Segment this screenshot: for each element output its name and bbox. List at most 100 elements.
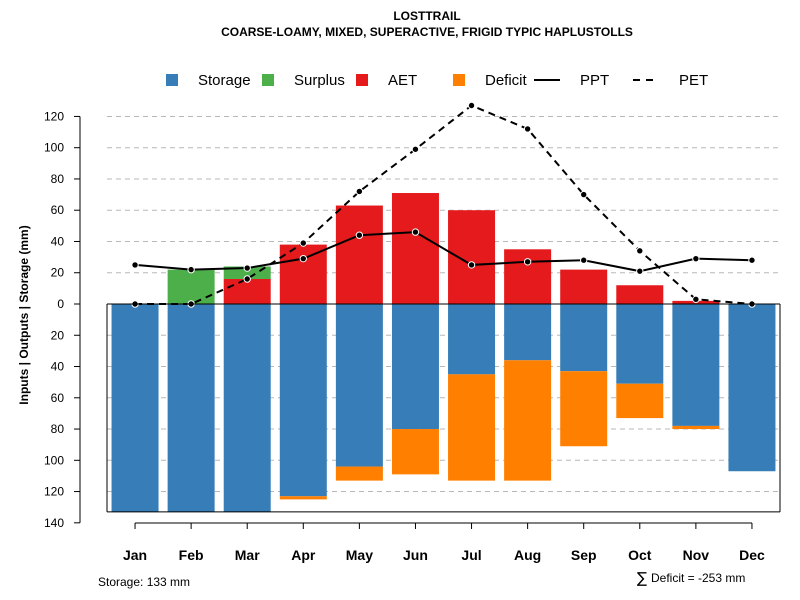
y-tick-label: 140 — [44, 516, 64, 530]
storage-bar — [504, 304, 552, 361]
storage-bar — [728, 304, 776, 472]
y-tick-label: 80 — [51, 422, 65, 436]
y-tick-label: 100 — [44, 141, 64, 155]
deficit-bar — [391, 429, 439, 475]
y-tick-label: 60 — [51, 391, 65, 405]
sum-symbol: ∑ — [637, 569, 647, 587]
storage-bar — [167, 304, 215, 512]
pet-point — [636, 247, 644, 255]
pet-point — [580, 190, 588, 199]
storage-bar — [560, 304, 608, 372]
ppt-line — [134, 231, 752, 273]
legend-label-ppt: PPT — [580, 72, 609, 89]
ppt-point — [580, 256, 588, 264]
bars — [111, 193, 776, 512]
deficit-bar — [448, 374, 496, 481]
legend: Storage Surplus AET Deficit PPT PET — [166, 72, 708, 89]
storage-bar — [391, 304, 439, 430]
x-tick-label-jun: Jun — [403, 547, 428, 563]
pet-point — [411, 145, 420, 153]
legend-swatch-aet — [356, 74, 368, 86]
storage-bar — [223, 304, 271, 512]
gridlines — [107, 115, 780, 493]
x-tick-label-oct: Oct — [628, 547, 652, 563]
aet-bar — [223, 278, 271, 304]
aet-bar — [391, 193, 439, 304]
storage-bar — [448, 304, 496, 375]
legend-label-surplus: Surplus — [294, 72, 345, 89]
x-tick-label-apr: Apr — [291, 547, 316, 563]
storage-annotation: Storage: 133 mm — [98, 575, 190, 589]
deficit-bar — [335, 466, 383, 481]
y-tick-label: 20 — [51, 266, 65, 280]
surplus-bar — [167, 269, 215, 304]
deficit-annotation: Deficit = -253 mm — [651, 571, 745, 585]
storage-bar — [111, 304, 159, 512]
deficit-bar — [279, 496, 327, 500]
y-tick-label: 120 — [44, 109, 64, 123]
x-tick-label-nov: Nov — [683, 547, 710, 563]
storage-bar — [279, 304, 327, 497]
aet-bar — [560, 269, 608, 304]
legend-label-storage: Storage — [198, 72, 251, 89]
pet-point — [467, 101, 476, 110]
y-tick-label: 120 — [44, 485, 64, 499]
storage-bar — [335, 304, 383, 467]
pet-point — [243, 275, 251, 283]
deficit-bar — [616, 383, 664, 419]
deficit-bar — [560, 371, 608, 447]
aet-bar — [448, 210, 496, 304]
x-tick-label-jan: Jan — [123, 547, 147, 563]
legend-swatch-deficit — [453, 74, 465, 86]
aet-bar — [279, 244, 327, 304]
pet-point — [692, 295, 700, 304]
ppt-point — [299, 254, 307, 263]
aet-bar — [335, 205, 383, 304]
ppt-point — [523, 258, 532, 266]
axes: 140 120 100 80 60 40 20 0 20 40 60 80 100 120 Jan Feb Ma… — [44, 109, 781, 563]
legend-swatch-storage — [166, 74, 178, 86]
pet-point — [355, 187, 364, 196]
ppt-point — [748, 256, 756, 264]
ppt-point — [636, 267, 644, 275]
x-tick-label-jul: Jul — [461, 547, 481, 563]
ppt-point — [243, 264, 251, 272]
pet-point — [299, 239, 307, 247]
y-axis-label: Inputs | Outputs | Storage (mm) — [17, 225, 31, 404]
x-tick-label-sep: Sep — [571, 547, 597, 563]
y-tick-label: 40 — [51, 234, 65, 248]
y-tick-label: 0 — [57, 297, 64, 311]
chart-title: LOSTTRAIL — [393, 9, 460, 23]
legend-swatch-surplus — [262, 74, 274, 86]
aet-bar — [616, 285, 664, 304]
legend-label-pet: PET — [679, 72, 708, 89]
y-tick-label: 100 — [44, 453, 64, 467]
series-lines — [131, 101, 756, 308]
deficit-bar — [504, 360, 552, 481]
y-tick-label: 60 — [51, 203, 65, 217]
legend-label-deficit: Deficit — [485, 72, 528, 89]
y-tick-label: 20 — [51, 328, 65, 342]
y-tick-label: 80 — [51, 172, 65, 186]
aet-bar — [504, 249, 552, 304]
x-tick-label-aug: Aug — [514, 547, 541, 563]
pet-point — [523, 125, 532, 133]
ppt-point — [187, 265, 195, 274]
ppt-point — [355, 231, 364, 239]
ppt-point — [467, 261, 476, 269]
y-tick-label: 40 — [51, 360, 65, 374]
chart-subtitle: COARSE-LOAMY, MIXED, SUPERACTIVE, FRIGID… — [221, 25, 633, 39]
ppt-point — [131, 261, 139, 269]
pet-line — [135, 104, 753, 305]
x-tick-label-mar: Mar — [235, 547, 260, 563]
storage-bar — [616, 304, 664, 384]
ppt-point — [692, 254, 700, 263]
surplus-bar — [223, 266, 271, 279]
ppt-point — [411, 228, 420, 236]
legend-label-aet: AET — [388, 72, 417, 89]
x-tick-label-may: May — [346, 547, 373, 563]
x-tick-label-feb: Feb — [179, 547, 204, 563]
storage-bar — [672, 304, 720, 426]
deficit-bar — [672, 425, 720, 430]
